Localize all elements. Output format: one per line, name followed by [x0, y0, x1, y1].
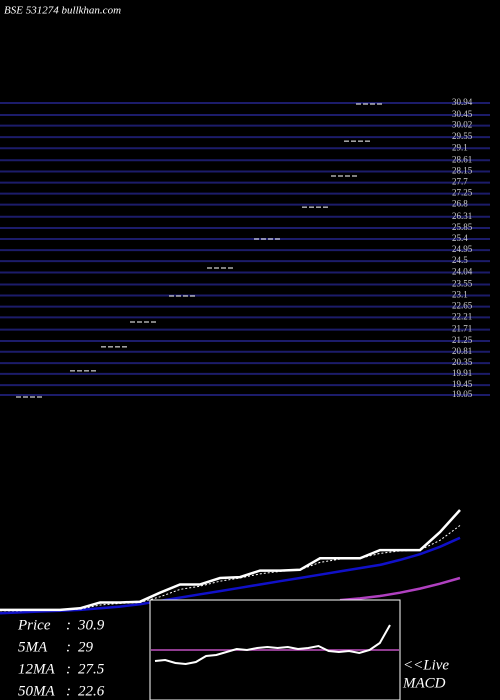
y-tick-label: 22.21: [452, 311, 472, 321]
y-tick-label: 30.02: [452, 120, 472, 130]
y-tick-label: 21.71: [452, 324, 472, 334]
legend-label: Price: [17, 617, 51, 633]
y-tick-label: 29.55: [452, 131, 473, 141]
series-line: [339, 576, 461, 602]
y-tick-label: 24.5: [452, 255, 468, 265]
y-tick-label: 30.45: [452, 109, 473, 119]
legend-label: 12MA: [18, 661, 55, 677]
y-tick-label: 21.25: [452, 335, 473, 345]
y-tick-label: 25.85: [452, 222, 473, 232]
y-tick-label: 25.4: [452, 233, 468, 243]
y-tick-label: 23.1: [452, 290, 468, 300]
series-line: [0, 509, 461, 612]
price-chart: [0, 509, 461, 615]
series-line: [0, 536, 461, 615]
y-tick-label: 24.04: [452, 267, 473, 277]
legend-value: 27.5: [78, 661, 105, 677]
y-tick-label: 27.25: [452, 188, 473, 198]
y-tick-label: 24.95: [452, 244, 473, 254]
macd-label: <<Live: [403, 657, 449, 673]
legend-sep: :: [66, 639, 71, 655]
y-tick-label: 20.35: [452, 357, 473, 367]
y-tick-label: 22.65: [452, 301, 473, 311]
legend-value: 30.9: [77, 617, 105, 633]
macd-chart: <<Live MACD: [151, 624, 449, 691]
legend-label: 50MA: [18, 683, 55, 699]
y-tick-label: 20.81: [452, 346, 472, 356]
legend-sep: :: [66, 617, 71, 633]
legend-sep: :: [66, 683, 71, 699]
title: BSE 531274 bullkhan.com: [4, 5, 121, 17]
y-tick-label: 27.7: [452, 177, 468, 187]
y-tick-label: 30.94: [452, 97, 473, 107]
macd-label: MACD: [402, 675, 446, 691]
y-tick-label: 26.8: [452, 199, 468, 209]
legend-sep: :: [66, 661, 71, 677]
y-tick-label: 28.15: [452, 166, 473, 176]
macd-line: [154, 624, 391, 666]
legend-label: 5MA: [18, 639, 48, 655]
y-tick-label: 19.45: [452, 379, 473, 389]
y-tick-label: 19.91: [452, 368, 472, 378]
legend-value: 29: [78, 639, 94, 655]
y-tick-label: 19.05: [452, 389, 473, 399]
legend-value: 22.6: [78, 683, 105, 699]
y-tick-label: 26.31: [452, 211, 472, 221]
y-tick-label: 28.61: [452, 154, 472, 164]
y-tick-label: 23.55: [452, 279, 473, 289]
y-tick-label: 29.1: [452, 142, 468, 152]
